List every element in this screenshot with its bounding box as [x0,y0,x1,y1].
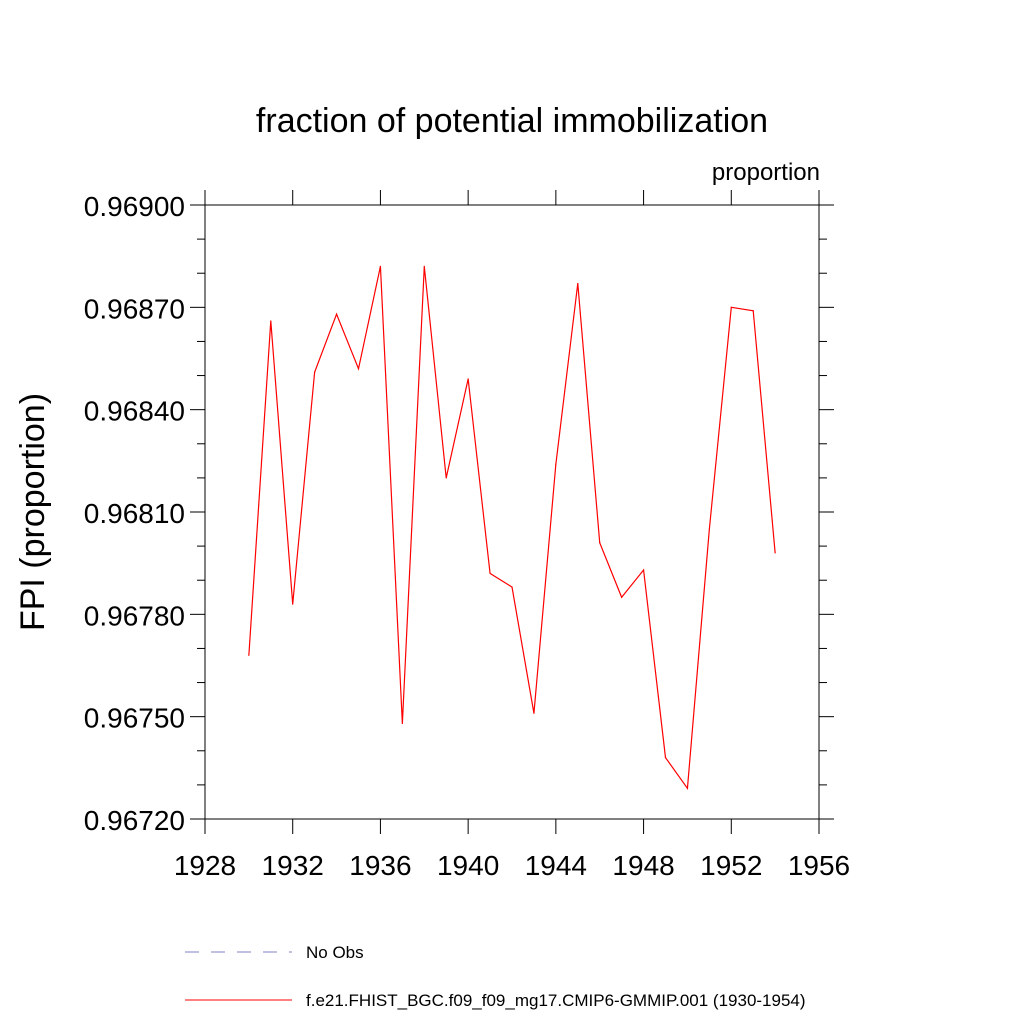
y-tick-label: 0.96900 [84,191,185,222]
data-point [423,265,425,267]
data-point [752,310,754,312]
data-point [335,313,338,315]
data-point [270,320,272,322]
y-tick-label: 0.96810 [84,498,185,529]
data-point [401,722,403,725]
x-tick-label: 1948 [612,850,674,881]
series-layer [248,265,776,790]
y-tick-label: 0.96780 [84,600,185,631]
x-tick-label: 1928 [174,850,236,881]
data-point [642,569,645,571]
x-axis-ticks: 1928 1932 1936 1940 1944 1948 1952 1956 [174,190,850,881]
data-point [708,528,710,530]
legend: No Obs f.e21.FHIST_BGC.f09_f09_mg17.CMIP6… [185,943,806,1010]
chart-title: fraction of potential immobilization [256,102,768,140]
plot-frame [204,204,820,820]
y-axis-ticks: 0.96720 0.96750 0.96780 0.96810 0.96840 0.968… [84,191,834,836]
x-tick-label: 1932 [262,850,324,881]
legend-label: No Obs [306,943,364,962]
data-point [686,787,689,789]
units-label: proportion [712,159,820,186]
data-point [489,572,491,575]
series-line [248,266,776,790]
x-tick-label: 1956 [788,850,850,881]
data-point [555,463,557,465]
x-tick-label: 1944 [525,850,587,881]
y-tick-label: 0.96840 [84,396,185,427]
data-point [445,477,447,479]
y-tick-label: 0.96720 [84,805,185,836]
data-point [248,654,250,656]
data-point [774,552,776,554]
data-point [467,378,469,380]
x-tick-label: 1952 [700,850,762,881]
legend-label: f.e21.FHIST_BGC.f09_f09_mg17.CMIP6-GMMIP… [306,991,806,1010]
data-point [292,603,294,605]
data-point [621,596,623,598]
data-point [533,712,535,714]
y-tick-label: 0.96750 [84,703,185,734]
data-point [379,265,382,267]
data-point [599,542,601,544]
data-point [357,368,360,370]
data-point [511,586,513,588]
data-point [314,371,316,373]
x-tick-label: 1936 [349,850,411,881]
x-tick-label: 1940 [437,850,499,881]
data-point [664,757,667,759]
y-tick-label: 0.96870 [84,293,185,324]
data-point [577,282,579,285]
data-point [730,306,732,308]
y-axis-label: FPI (proportion) [14,393,52,631]
